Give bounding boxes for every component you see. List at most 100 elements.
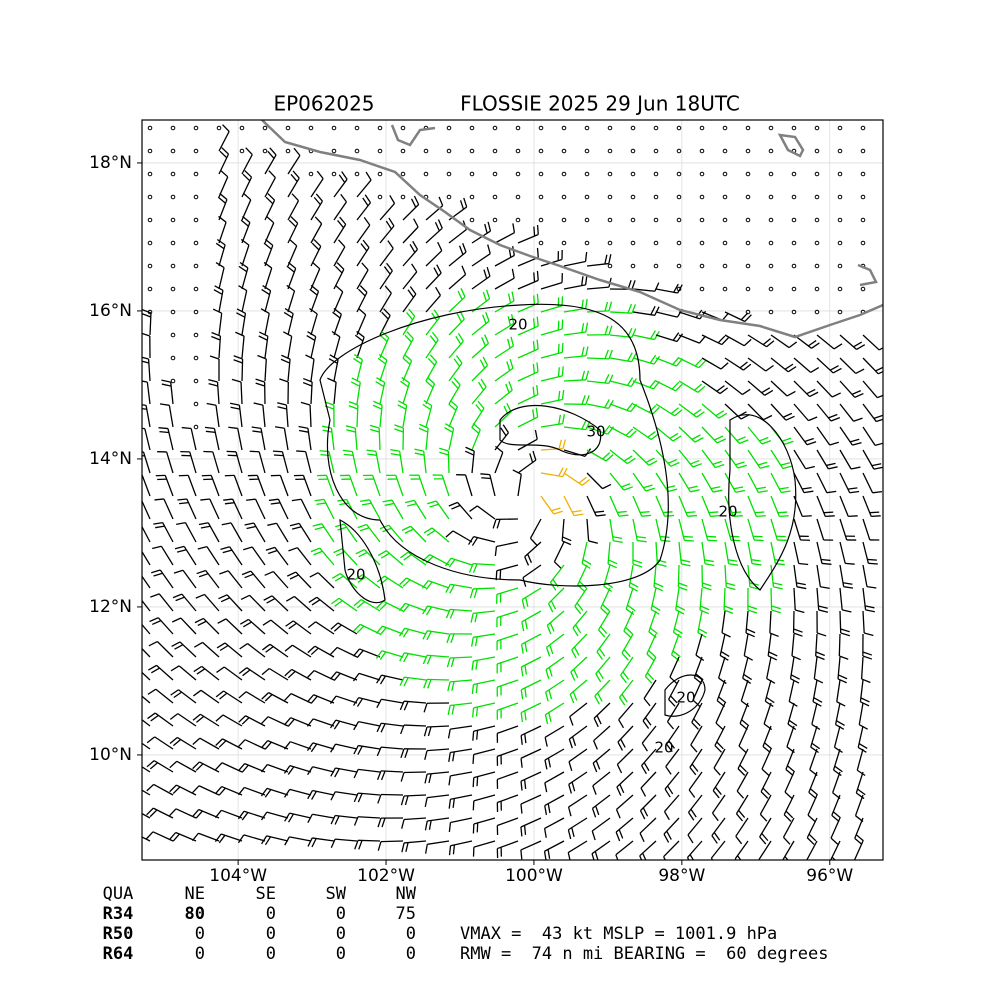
wind-barb bbox=[738, 725, 749, 753]
barb-feather bbox=[782, 412, 793, 418]
barb-feather bbox=[433, 267, 439, 277]
barb-feather bbox=[376, 722, 382, 733]
barb-feather bbox=[423, 679, 428, 689]
barb-feather bbox=[464, 450, 475, 456]
barb-feather bbox=[691, 434, 701, 440]
barb-feather bbox=[390, 452, 401, 456]
barb-staff bbox=[448, 274, 467, 290]
barb-staff bbox=[357, 816, 381, 819]
barb-feather bbox=[561, 342, 564, 353]
wind-barb bbox=[330, 743, 358, 753]
barb-feather bbox=[470, 637, 474, 647]
barb-staff bbox=[336, 671, 358, 681]
wind-barb bbox=[678, 495, 698, 517]
barb-feather bbox=[280, 358, 290, 364]
barb-feather bbox=[217, 196, 226, 204]
barb-staff bbox=[655, 357, 677, 367]
barb-feather bbox=[404, 499, 415, 504]
barb-feather bbox=[249, 450, 260, 453]
wind-barb bbox=[686, 840, 703, 860]
wind-barb bbox=[471, 422, 481, 451]
barb-feather bbox=[594, 695, 600, 705]
barb-feather bbox=[455, 355, 463, 364]
calm-dot bbox=[768, 171, 774, 177]
barb-feather bbox=[737, 768, 746, 776]
barb-staff bbox=[489, 474, 496, 497]
wind-barb bbox=[307, 621, 335, 635]
barb-feather bbox=[176, 522, 186, 525]
barb-feather bbox=[784, 440, 794, 446]
wind-barb bbox=[423, 702, 450, 713]
barb-staff bbox=[640, 794, 657, 812]
wind-barb bbox=[204, 426, 220, 451]
barb-feather bbox=[286, 284, 295, 292]
wind-barb bbox=[739, 702, 750, 731]
barb-staff bbox=[241, 336, 245, 359]
barb-feather bbox=[866, 585, 877, 589]
barb-feather bbox=[387, 240, 394, 249]
wind-barb bbox=[710, 840, 726, 860]
wind-barb bbox=[782, 840, 795, 860]
barb-feather bbox=[676, 333, 684, 342]
barb-feather bbox=[644, 675, 653, 684]
barb-feather bbox=[608, 254, 612, 264]
wind-barb bbox=[816, 564, 830, 589]
calm-dot bbox=[860, 240, 866, 246]
barb-feather bbox=[350, 381, 360, 387]
wind-barb bbox=[192, 713, 220, 727]
barb-feather bbox=[512, 469, 522, 475]
barb-staff bbox=[333, 201, 347, 221]
barb-staff bbox=[807, 794, 818, 816]
barb-feather bbox=[313, 239, 322, 247]
barb-feather bbox=[666, 743, 673, 753]
barb-feather bbox=[613, 540, 623, 544]
barb-staff bbox=[496, 610, 519, 619]
wind-barb bbox=[839, 380, 864, 398]
barb-staff bbox=[245, 715, 266, 727]
wind-barb bbox=[283, 331, 293, 359]
barb-staff bbox=[218, 131, 230, 152]
barb-staff bbox=[737, 748, 749, 769]
barb-feather bbox=[595, 760, 601, 770]
barb-staff bbox=[425, 294, 441, 313]
barb-staff bbox=[643, 679, 657, 699]
barb-staff bbox=[144, 428, 151, 451]
wind-barb bbox=[759, 817, 772, 845]
barb-feather bbox=[358, 307, 367, 316]
barb-feather bbox=[736, 436, 746, 442]
barb-feather bbox=[404, 528, 414, 534]
barb-feather bbox=[473, 588, 478, 599]
calm-dot bbox=[492, 217, 498, 223]
wind-barb bbox=[261, 667, 289, 681]
barb-staff bbox=[712, 771, 726, 791]
barb-staff bbox=[425, 339, 439, 359]
calm-dot bbox=[400, 148, 406, 154]
barb-staff bbox=[687, 817, 703, 836]
wind-barb bbox=[789, 656, 800, 684]
barb-feather bbox=[520, 849, 523, 860]
barb-staff bbox=[156, 641, 174, 658]
barb-feather bbox=[124, 736, 132, 742]
wind-barb bbox=[595, 656, 611, 683]
barb-staff bbox=[153, 760, 174, 773]
barb-staff bbox=[200, 689, 220, 704]
barb-feather bbox=[475, 683, 479, 694]
wind-barb bbox=[330, 622, 358, 635]
barb-staff bbox=[520, 771, 542, 782]
wind-barb bbox=[400, 551, 427, 566]
calm-dot bbox=[814, 171, 820, 177]
barb-feather bbox=[338, 239, 346, 248]
table-cell: 0 bbox=[336, 944, 346, 964]
barb-staff bbox=[497, 840, 519, 850]
barb-feather bbox=[457, 332, 464, 342]
barb-feather bbox=[532, 364, 536, 374]
wind-barb bbox=[472, 771, 496, 788]
barb-staff bbox=[785, 748, 795, 770]
barb-feather bbox=[573, 646, 580, 656]
barb-feather bbox=[791, 655, 801, 661]
barb-staff bbox=[245, 691, 266, 704]
wind-barb bbox=[471, 656, 496, 671]
barb-feather bbox=[511, 268, 515, 279]
wind-barb bbox=[216, 642, 243, 658]
barb-staff bbox=[563, 355, 586, 359]
